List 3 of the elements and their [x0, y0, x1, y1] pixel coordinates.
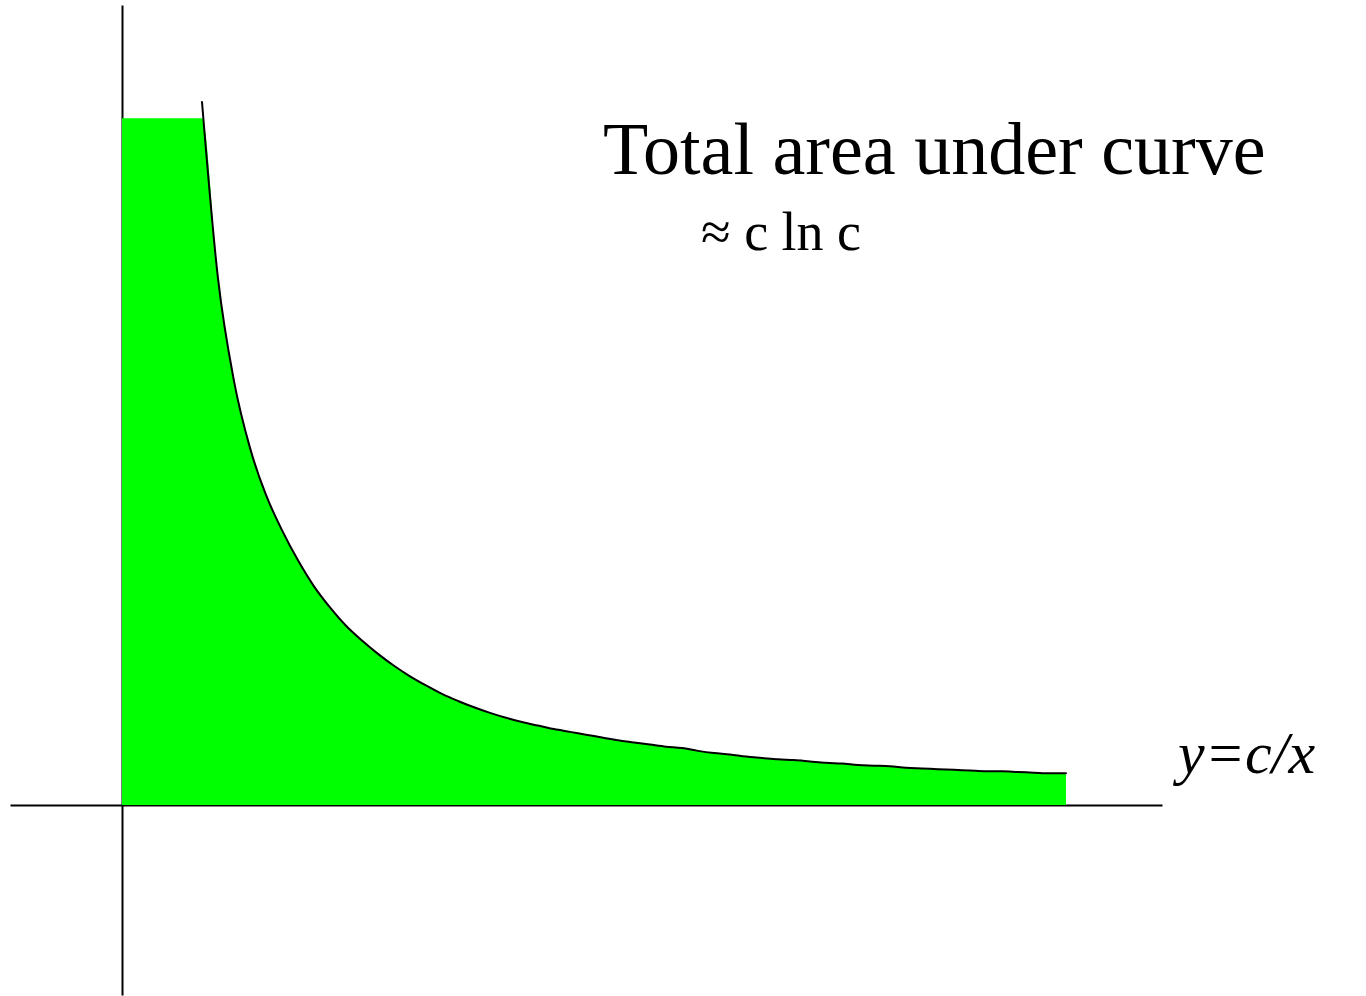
annotation: Total area under curve	[603, 108, 1266, 190]
annotation: ≈ c ln c	[701, 202, 862, 262]
series-label: y=c/x	[1172, 720, 1316, 787]
